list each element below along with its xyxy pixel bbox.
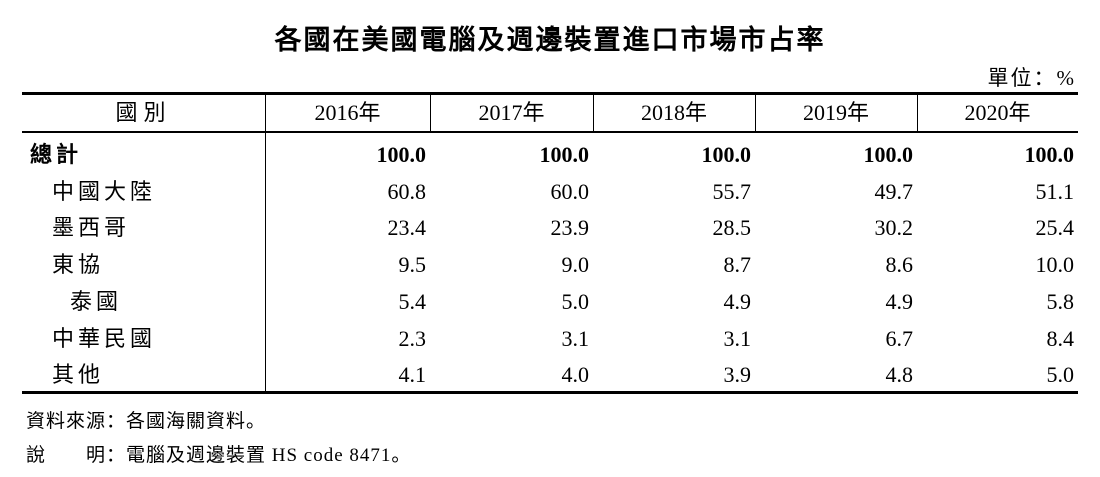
cell-value: 5.4 (398, 288, 427, 314)
cell-value: 100.0 (701, 142, 752, 167)
cell-value: 8.7 (723, 252, 752, 278)
cell-value: 5.0 (1046, 362, 1075, 388)
cell-value: 25.4 (1035, 215, 1075, 241)
cell-value: 10.0 (1035, 252, 1075, 278)
title: 各國在美國電腦及週邊裝置進口市場市占率 (274, 25, 826, 55)
cell-value: 5.0 (561, 288, 590, 314)
cell-value: 3.9 (723, 362, 752, 388)
cell-value: 30.2 (874, 215, 914, 241)
unit: 單位：% (987, 66, 1076, 90)
cell-value: 5.8 (1046, 288, 1075, 314)
column-header: 2017年 (478, 100, 545, 125)
row-label: 泰國 (70, 288, 123, 314)
rule (22, 92, 1078, 95)
rule (22, 391, 1078, 394)
cell-value: 2.3 (398, 325, 427, 351)
cell-value: 23.9 (550, 215, 590, 241)
cell-value: 100.0 (863, 142, 914, 167)
column-rule (917, 94, 918, 132)
column-header: 2019年 (802, 100, 869, 125)
column-rule (265, 94, 266, 392)
rule (22, 131, 1078, 133)
note: 說 明：電腦及週邊裝置 HS code 8471。 (26, 445, 412, 466)
cell-value: 4.9 (885, 288, 914, 314)
column-rule (755, 94, 756, 132)
cell-value: 9.0 (561, 252, 590, 278)
cell-value: 60.0 (550, 178, 590, 204)
cell-value: 100.0 (376, 142, 427, 167)
cell-value: 8.4 (1046, 325, 1075, 351)
column-rule (593, 94, 594, 132)
column-header: 2020年 (964, 100, 1031, 125)
cell-value: 23.4 (387, 215, 427, 241)
row-label: 中國大陸 (52, 178, 157, 204)
row-label: 東協 (52, 252, 105, 278)
row-label: 總計 (30, 142, 83, 167)
column-header: 國別 (115, 100, 172, 125)
column-rule (430, 94, 431, 132)
cell-value: 28.5 (712, 215, 752, 241)
cell-value: 4.8 (885, 362, 914, 388)
cell-value: 100.0 (1024, 142, 1075, 167)
cell-value: 6.7 (885, 325, 914, 351)
cell-value: 4.9 (723, 288, 752, 314)
row-label: 墨西哥 (52, 215, 131, 241)
cell-value: 8.6 (885, 252, 914, 278)
cell-value: 60.8 (387, 178, 427, 204)
cell-value: 51.1 (1035, 178, 1075, 204)
column-header: 2018年 (640, 100, 707, 125)
row-label: 中華民國 (52, 325, 157, 351)
cell-value: 9.5 (398, 252, 427, 278)
note: 資料來源：各國海關資料。 (26, 411, 267, 432)
cell-value: 4.0 (561, 362, 590, 388)
cell-value: 55.7 (712, 178, 752, 204)
cell-value: 100.0 (539, 142, 590, 167)
cell-value: 49.7 (874, 178, 914, 204)
cell-value: 3.1 (723, 325, 752, 351)
row-label: 其他 (52, 362, 105, 388)
cell-value: 3.1 (561, 325, 590, 351)
column-header: 2016年 (314, 100, 381, 125)
cell-value: 4.1 (398, 362, 427, 388)
